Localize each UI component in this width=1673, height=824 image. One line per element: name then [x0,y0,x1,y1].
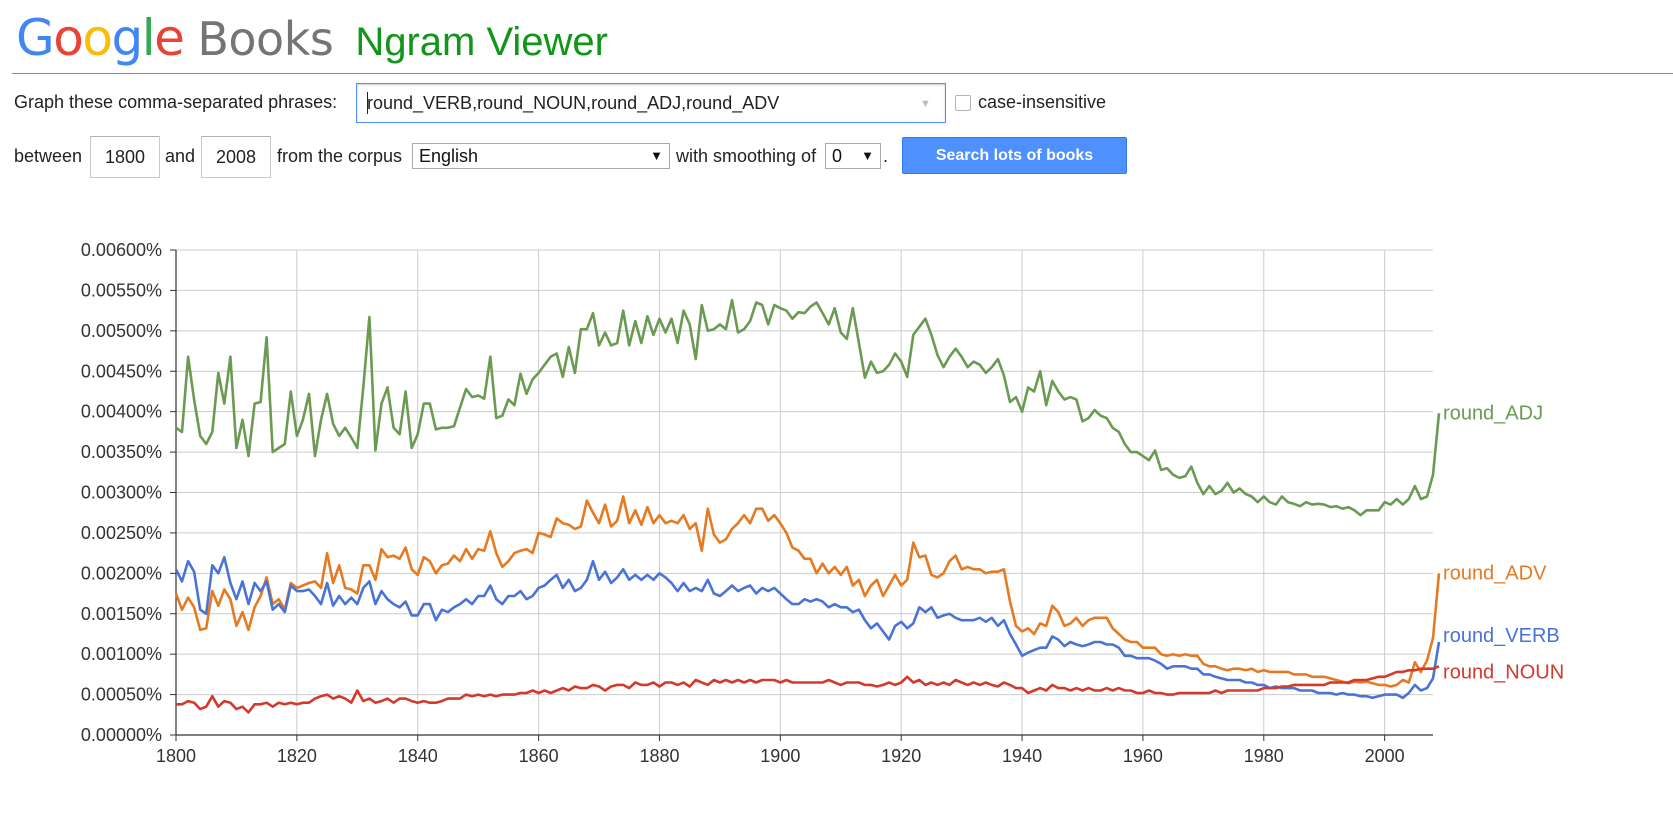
chart-series [174,298,1441,714]
logo-letter-3: g [111,9,143,67]
logo-google-wordmark: Google [16,6,185,70]
corpus-select[interactable]: English ▼ [412,143,670,169]
x-tick-label: 1860 [519,746,559,766]
x-tick-label: 1980 [1244,746,1284,766]
x-tick-label: 1800 [156,746,196,766]
y-tick-label: 0.00400% [81,402,162,422]
case-insensitive-label[interactable]: case-insensitive [978,92,1107,112]
y-tick-label: 0.00300% [81,483,162,503]
y-tick-label: 0.00100% [81,644,162,664]
y-tick-label: 0.00200% [81,563,162,583]
y-tick-label: 0.00250% [81,523,162,543]
y-tick-label: 0.00350% [81,442,162,462]
end-year-input[interactable]: 2008 [201,136,271,178]
logo-letter-1: o [53,9,84,67]
y-tick-label: 0.00450% [81,361,162,381]
y-tick-label: 0.00500% [81,321,162,341]
smoothing-dropdown-arrow-icon: ▼ [861,148,874,163]
series-line-round_NOUN [176,665,1440,714]
x-tick-label: 1960 [1123,746,1163,766]
ngram-chart[interactable]: 0.00000% 0.00050% 0.00100% 0.00150% 0.00200%… [0,220,1673,824]
logo-books-word: Books [197,12,334,66]
smoothing-period: . [883,146,889,166]
y-tick-label: 0.00550% [81,280,162,300]
chart-axes: 0.00000% 0.00050% 0.00100% 0.00150% 0.00200%… [81,240,1433,766]
x-tick-label: 1820 [277,746,317,766]
x-tick-label: 1940 [1002,746,1042,766]
y-tick-label: 0.00050% [81,685,162,705]
series-label-round_NOUN: round_NOUN [1443,661,1564,683]
corpus-label: from the corpus [277,146,403,166]
series-line-round_ADJ [175,298,1441,517]
series-line-round_ADV [174,495,1441,688]
start-year-input[interactable]: 1800 [90,136,160,178]
phrases-input[interactable]: round_VERB,round_NOUN,round_ADJ,round_AD… [356,83,946,123]
text-caret [367,92,368,114]
search-button[interactable]: Search lots of books [902,137,1127,174]
logo-letter-2: o [82,9,113,67]
series-label-round_ADJ: round_ADJ [1443,402,1543,424]
phrases-label: Graph these comma-separated phrases: [14,92,338,112]
case-insensitive-checkbox[interactable] [955,95,971,111]
phrases-dropdown-icon[interactable]: ▼ [920,98,931,110]
x-tick-label: 1840 [398,746,438,766]
y-tick-label: 0.00000% [81,725,162,745]
smoothing-select[interactable]: 0 ▼ [825,143,881,169]
google-books-logo[interactable]: Google Books Ngram Viewer [16,6,608,70]
x-tick-label: 1900 [760,746,800,766]
logo-letter-5: e [154,9,185,67]
between-label: between [14,146,83,166]
y-tick-label: 0.00600% [81,240,162,260]
app-title: Ngram Viewer [355,20,608,64]
x-tick-label: 1880 [639,746,679,766]
series-line-round_VERB [174,555,1441,700]
logo-letter-0: G [16,9,55,67]
and-label: and [165,146,196,166]
series-label-round_VERB: round_VERB [1443,625,1560,647]
x-tick-label: 1920 [881,746,921,766]
logo-letter-4: l [141,9,156,67]
smoothing-select-value: 0 [832,146,843,166]
header-divider [12,73,1673,74]
series-label-round_ADV: round_ADV [1443,562,1547,584]
x-tick-label: 2000 [1365,746,1405,766]
smoothing-label: with smoothing of [676,146,817,166]
corpus-select-value: English [419,146,479,166]
corpus-dropdown-arrow-icon: ▼ [650,148,663,163]
chart-series-labels: round_ADJ round_ADV round_VERB round_NOUN [1443,402,1564,683]
y-tick-label: 0.00150% [81,604,162,624]
